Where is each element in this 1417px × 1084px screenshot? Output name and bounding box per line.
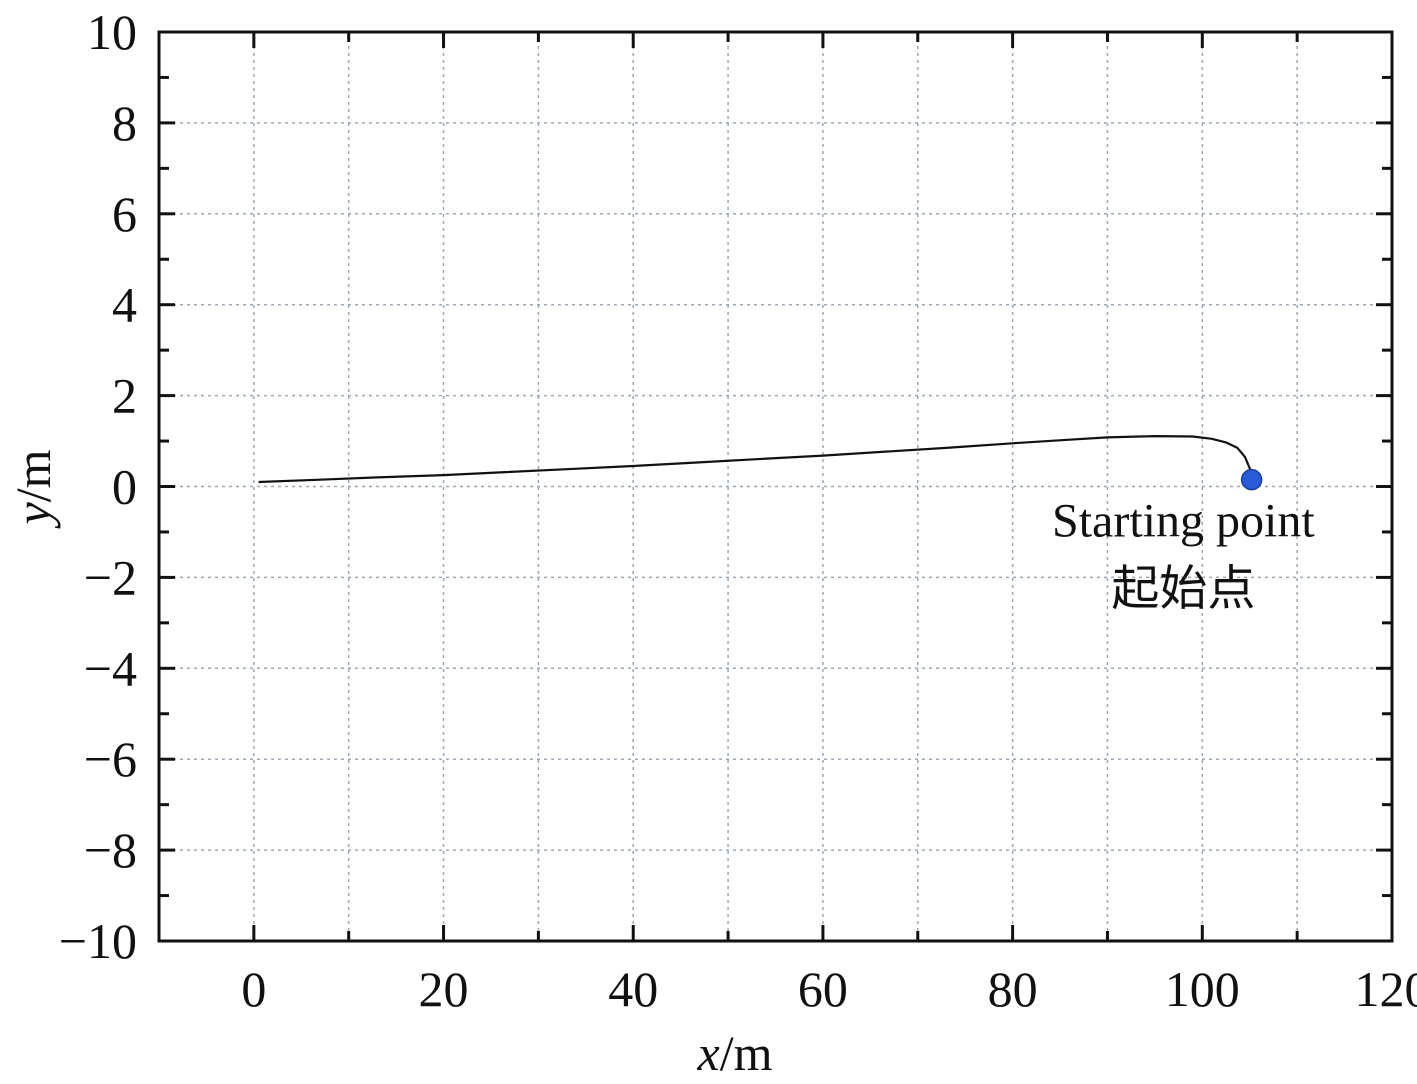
trajectory-line xyxy=(258,435,1252,484)
x-tick-labels: 0 20 40 60 80 100 120 xyxy=(241,961,1417,1017)
marker-layer xyxy=(1240,468,1263,491)
y-tick-label: 2 xyxy=(112,368,137,424)
starting-point-marker xyxy=(1240,468,1263,491)
y-tick-label: −2 xyxy=(84,549,137,605)
x-tick-label: 20 xyxy=(419,961,469,1017)
y-tick-label: 4 xyxy=(112,277,137,333)
x-tick-label: 40 xyxy=(608,961,658,1017)
y-tick-label: −8 xyxy=(84,822,137,878)
y-tick-label: 10 xyxy=(87,4,137,60)
grid-lines xyxy=(159,32,1392,941)
starting-point-label: Starting point xyxy=(1052,494,1315,547)
x-axis-label: x/m xyxy=(697,1025,773,1081)
x-axis-variable: x xyxy=(697,1025,720,1081)
x-tick-label: 0 xyxy=(241,961,266,1017)
series-layer xyxy=(258,435,1252,484)
y-tick-label: 8 xyxy=(112,95,137,151)
y-tick-label: −10 xyxy=(59,913,137,969)
y-tick-label: −6 xyxy=(84,731,137,787)
x-tick-label: 120 xyxy=(1355,961,1417,1017)
x-axis-unit: /m xyxy=(720,1025,773,1081)
y-tick-label: −4 xyxy=(84,640,137,696)
x-tick-label: 60 xyxy=(798,961,848,1017)
y-tick-labels: 10 8 6 4 2 0 −2 −4 −6 −8 −10 xyxy=(59,4,137,969)
y-tick-label: 0 xyxy=(112,459,137,515)
y-axis-unit: /m xyxy=(5,449,61,502)
starting-point-label-cjk: 起始点 xyxy=(1111,561,1255,617)
tick-marks xyxy=(159,32,1392,941)
x-tick-label: 100 xyxy=(1165,961,1240,1017)
x-tick-label: 80 xyxy=(988,961,1038,1017)
y-tick-label: 6 xyxy=(112,186,137,242)
y-axis-variable: y xyxy=(5,502,61,530)
y-axis-label: y/m xyxy=(5,449,61,529)
